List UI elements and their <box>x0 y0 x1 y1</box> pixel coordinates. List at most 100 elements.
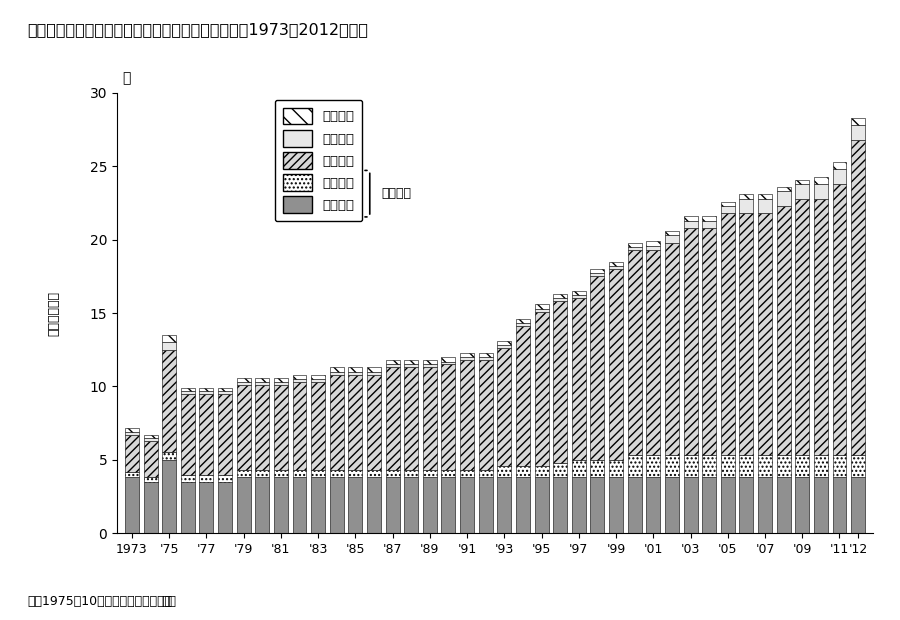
Bar <box>702 477 716 533</box>
Bar <box>367 374 381 470</box>
Bar <box>329 374 344 470</box>
Bar <box>162 342 176 350</box>
Bar <box>181 388 194 391</box>
Bar <box>200 388 213 391</box>
Bar <box>385 368 400 470</box>
Bar <box>535 304 548 309</box>
Bar <box>237 378 250 382</box>
Bar <box>200 474 213 482</box>
Bar <box>404 477 419 533</box>
Bar <box>590 277 605 460</box>
Bar <box>311 477 325 533</box>
Bar <box>311 379 325 382</box>
Bar <box>758 194 772 198</box>
Bar <box>329 470 344 477</box>
Bar <box>777 206 790 456</box>
Bar <box>200 482 213 533</box>
Bar <box>125 435 139 472</box>
Bar <box>348 368 363 372</box>
Bar <box>200 394 213 474</box>
Bar <box>218 391 232 394</box>
Bar <box>479 357 492 360</box>
Bar <box>292 382 307 470</box>
Bar <box>554 294 567 298</box>
Bar <box>814 477 828 533</box>
Bar <box>143 435 157 438</box>
Bar <box>498 348 511 466</box>
Bar <box>311 382 325 470</box>
Bar <box>702 221 716 228</box>
Bar <box>796 184 809 198</box>
Bar <box>554 477 567 533</box>
Bar <box>256 385 269 470</box>
Bar <box>665 456 679 477</box>
Bar <box>627 242 642 247</box>
Bar <box>554 301 567 463</box>
Bar <box>702 228 716 456</box>
Bar <box>181 391 194 394</box>
Bar <box>348 374 363 470</box>
Bar <box>590 477 605 533</box>
Legend: 重複障害, 精神障害, 知的障害, 内部障害, 外部障害: 重複障害, 精神障害, 知的障害, 内部障害, 外部障害 <box>274 100 362 221</box>
Bar <box>814 198 828 456</box>
Bar <box>125 428 139 432</box>
Bar <box>385 470 400 477</box>
Bar <box>646 456 661 477</box>
Bar <box>702 216 716 221</box>
Bar <box>627 477 642 533</box>
Bar <box>796 456 809 477</box>
Bar <box>832 456 847 477</box>
Bar <box>777 456 790 477</box>
Bar <box>851 477 865 533</box>
Bar <box>143 477 157 482</box>
Bar <box>740 477 753 533</box>
Bar <box>256 470 269 477</box>
Bar <box>423 477 436 533</box>
Bar <box>627 247 642 250</box>
Bar <box>683 477 698 533</box>
Bar <box>479 477 492 533</box>
Bar <box>404 365 419 368</box>
Bar <box>423 368 436 470</box>
Bar <box>423 470 436 477</box>
Bar <box>442 477 455 533</box>
Bar <box>683 228 698 456</box>
Bar <box>516 466 530 477</box>
Bar <box>832 184 847 456</box>
Bar <box>572 460 586 477</box>
Bar <box>181 474 194 482</box>
Bar <box>777 192 790 206</box>
Bar <box>535 466 548 477</box>
Bar <box>851 118 865 125</box>
Bar <box>832 169 847 184</box>
Bar <box>777 187 790 192</box>
Bar <box>832 162 847 169</box>
Bar <box>665 236 679 242</box>
Bar <box>646 246 661 250</box>
Bar <box>851 125 865 140</box>
Bar <box>200 391 213 394</box>
Bar <box>385 365 400 368</box>
Bar <box>590 269 605 273</box>
Bar <box>274 382 288 385</box>
Bar <box>665 477 679 533</box>
Bar <box>292 470 307 477</box>
Bar <box>535 309 548 312</box>
Bar <box>181 394 194 474</box>
Bar <box>535 477 548 533</box>
Bar <box>292 477 307 533</box>
Bar <box>814 456 828 477</box>
Bar <box>143 438 157 441</box>
Bar <box>162 335 176 342</box>
Bar <box>162 350 176 453</box>
Bar <box>498 341 511 345</box>
Bar <box>609 262 623 266</box>
Bar <box>460 477 474 533</box>
Bar <box>498 345 511 348</box>
Bar <box>851 140 865 456</box>
Bar <box>646 250 661 456</box>
Bar <box>125 477 139 533</box>
Bar <box>516 324 530 326</box>
Bar <box>162 460 176 533</box>
Bar <box>237 382 250 385</box>
